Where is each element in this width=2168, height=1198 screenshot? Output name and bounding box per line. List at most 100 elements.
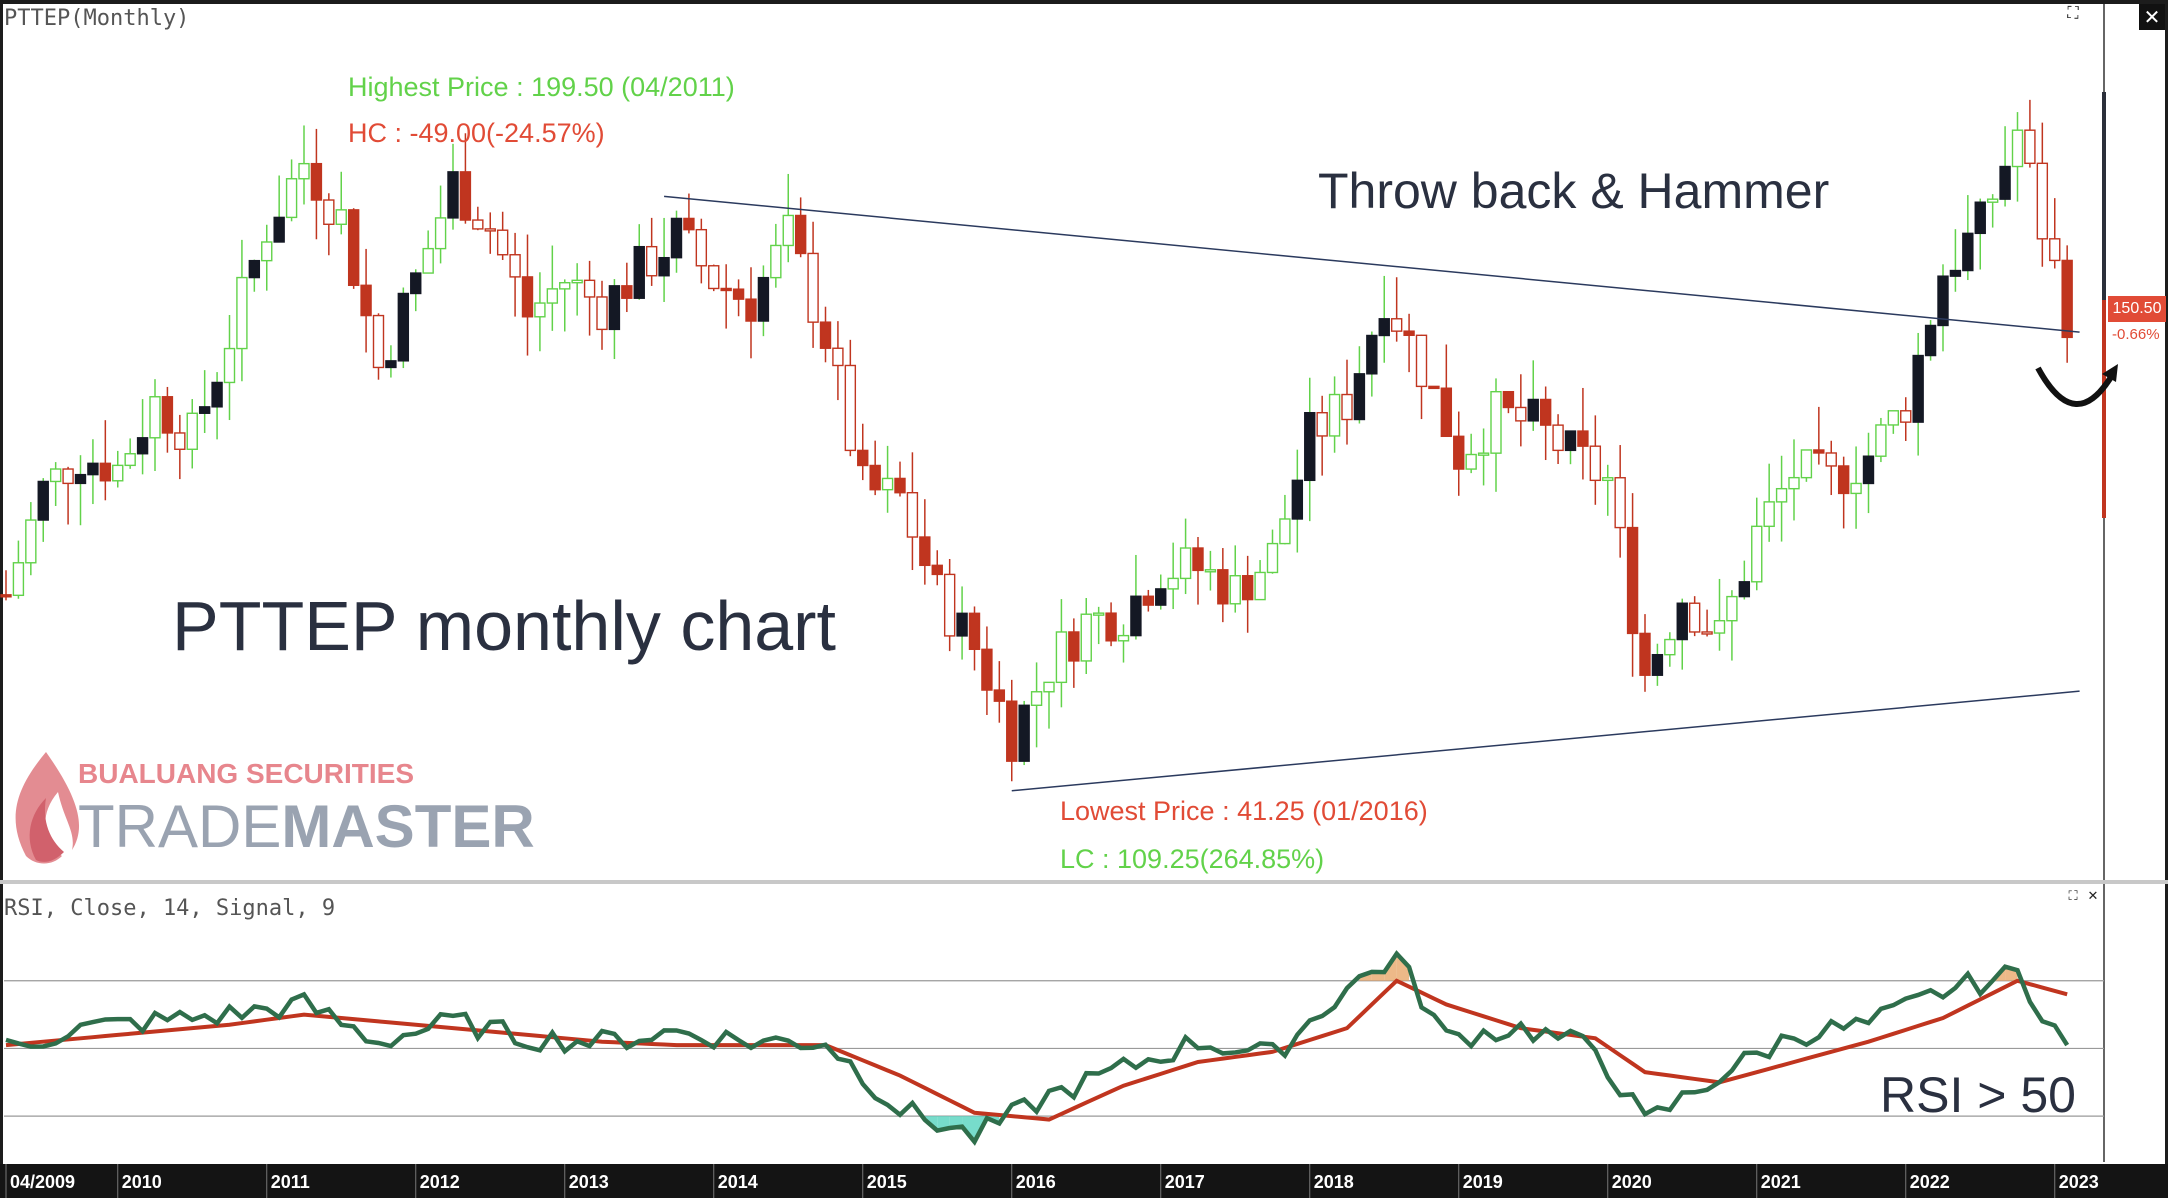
time-axis-bar	[0, 1164, 2168, 1198]
candle-body	[1502, 390, 1515, 409]
candle-body	[943, 573, 956, 637]
x-tick-label: 2013	[569, 1172, 609, 1192]
candle-body	[1229, 575, 1241, 605]
candle-body	[1676, 602, 1688, 641]
candle-body	[1986, 198, 1999, 203]
candlestick-series	[0, 99, 2073, 782]
candle-body	[1390, 318, 1403, 332]
logo-company: BUALUANG SECURITIES	[78, 758, 415, 789]
candle-body	[794, 214, 807, 255]
candle-body	[1092, 612, 1105, 616]
candle-body	[1552, 424, 1564, 452]
candle-body	[236, 276, 248, 350]
candle-body	[472, 219, 484, 230]
candle-body	[1241, 575, 1254, 601]
x-tick-label: 2022	[1910, 1172, 1950, 1192]
throwback-annotation: Throw back & Hammer	[1318, 163, 1830, 219]
candle-body	[881, 477, 894, 491]
hammer-arrow-icon	[2035, 364, 2118, 407]
rsi-panel	[4, 950, 2104, 1146]
candle-body	[496, 229, 509, 256]
candle-body	[422, 247, 434, 274]
candle-body	[2049, 238, 2061, 262]
candle-body	[1788, 476, 1800, 490]
trendline-support	[1011, 690, 2080, 792]
candle-body	[1155, 588, 1167, 606]
candle-body	[546, 288, 559, 304]
candle-body	[1204, 569, 1217, 573]
candle-body	[1341, 393, 1353, 421]
candle-body	[832, 347, 844, 367]
candle-body	[1949, 269, 1962, 277]
time-axis: 04/2009 2010 2011 2012 2013 2014 2015 2016 2017 2…	[0, 1164, 2168, 1198]
candle-body	[770, 244, 782, 279]
candle-body	[1018, 704, 1030, 762]
trendlines	[0, 4, 2168, 1162]
candle-body	[1837, 465, 1850, 495]
logo-product-a: TRADE	[78, 793, 282, 860]
candle-body	[1428, 385, 1440, 390]
candle-body	[49, 468, 62, 483]
candle-body	[1751, 525, 1763, 583]
logo-product: TRADEMASTER	[78, 792, 535, 861]
rsi-expand-icon[interactable]: ⛶	[2068, 889, 2078, 904]
candle-body	[968, 612, 981, 651]
candle-body	[844, 364, 857, 452]
candle-body	[559, 282, 571, 290]
x-tick-label: 2010	[122, 1172, 162, 1192]
x-tick-label: 2012	[420, 1172, 460, 1192]
candle-body	[273, 216, 285, 243]
tradermaster-logo: BUALUANG SECURITIES TRADEMASTER	[6, 748, 535, 868]
candle-body	[1490, 390, 1502, 454]
candle-body	[1142, 595, 1155, 606]
candle-body	[1453, 435, 1465, 470]
candle-body	[12, 562, 25, 597]
candle-body	[1962, 232, 1974, 272]
candle-body	[1602, 477, 1614, 482]
candle-body	[1763, 501, 1775, 528]
candle-body	[1564, 430, 1577, 452]
candle-body	[87, 462, 99, 476]
candle-body	[1378, 318, 1390, 337]
candle-body	[1167, 577, 1179, 590]
candle-body	[1117, 634, 1130, 642]
candle-body	[583, 279, 596, 298]
x-tick-label: 2019	[1463, 1172, 1503, 1192]
candle-body	[261, 241, 273, 262]
candle-body	[2011, 129, 2024, 168]
candle-body	[1254, 571, 1266, 601]
candle-body	[372, 314, 385, 369]
candle-body	[248, 259, 261, 279]
candle-body	[720, 287, 732, 292]
x-tick-label: 2016	[1016, 1172, 1056, 1192]
candle-body	[782, 214, 794, 247]
candle-body	[1477, 452, 1490, 456]
candle-body	[1713, 620, 1726, 634]
logo-product-b: MASTER	[281, 793, 535, 860]
candle-body	[1539, 398, 1552, 426]
candle-body	[509, 254, 521, 278]
candle-body	[1055, 631, 1068, 684]
candle-body	[1217, 569, 1229, 605]
candle-body	[397, 292, 410, 362]
candle-body	[571, 279, 583, 284]
close-icon[interactable]: ✕	[2139, 4, 2165, 30]
candle-body	[1937, 275, 1949, 327]
candle-body	[745, 298, 757, 322]
candle-body	[323, 199, 335, 225]
candle-body	[484, 228, 496, 232]
candle-body	[1924, 324, 1937, 357]
candle-body	[1639, 632, 1651, 676]
candle-body	[633, 245, 645, 299]
candle-body	[1515, 406, 1527, 422]
candle-body	[1030, 691, 1043, 706]
candle-body	[1825, 452, 1837, 467]
candle-body	[1440, 387, 1453, 438]
expand-icon[interactable]: ⛶	[2067, 3, 2079, 22]
candle-body	[174, 432, 186, 450]
rsi-close-icon[interactable]: ✕	[2087, 889, 2099, 904]
candle-body	[211, 381, 223, 408]
candle-body	[708, 265, 720, 290]
candle-body	[1105, 612, 1117, 642]
